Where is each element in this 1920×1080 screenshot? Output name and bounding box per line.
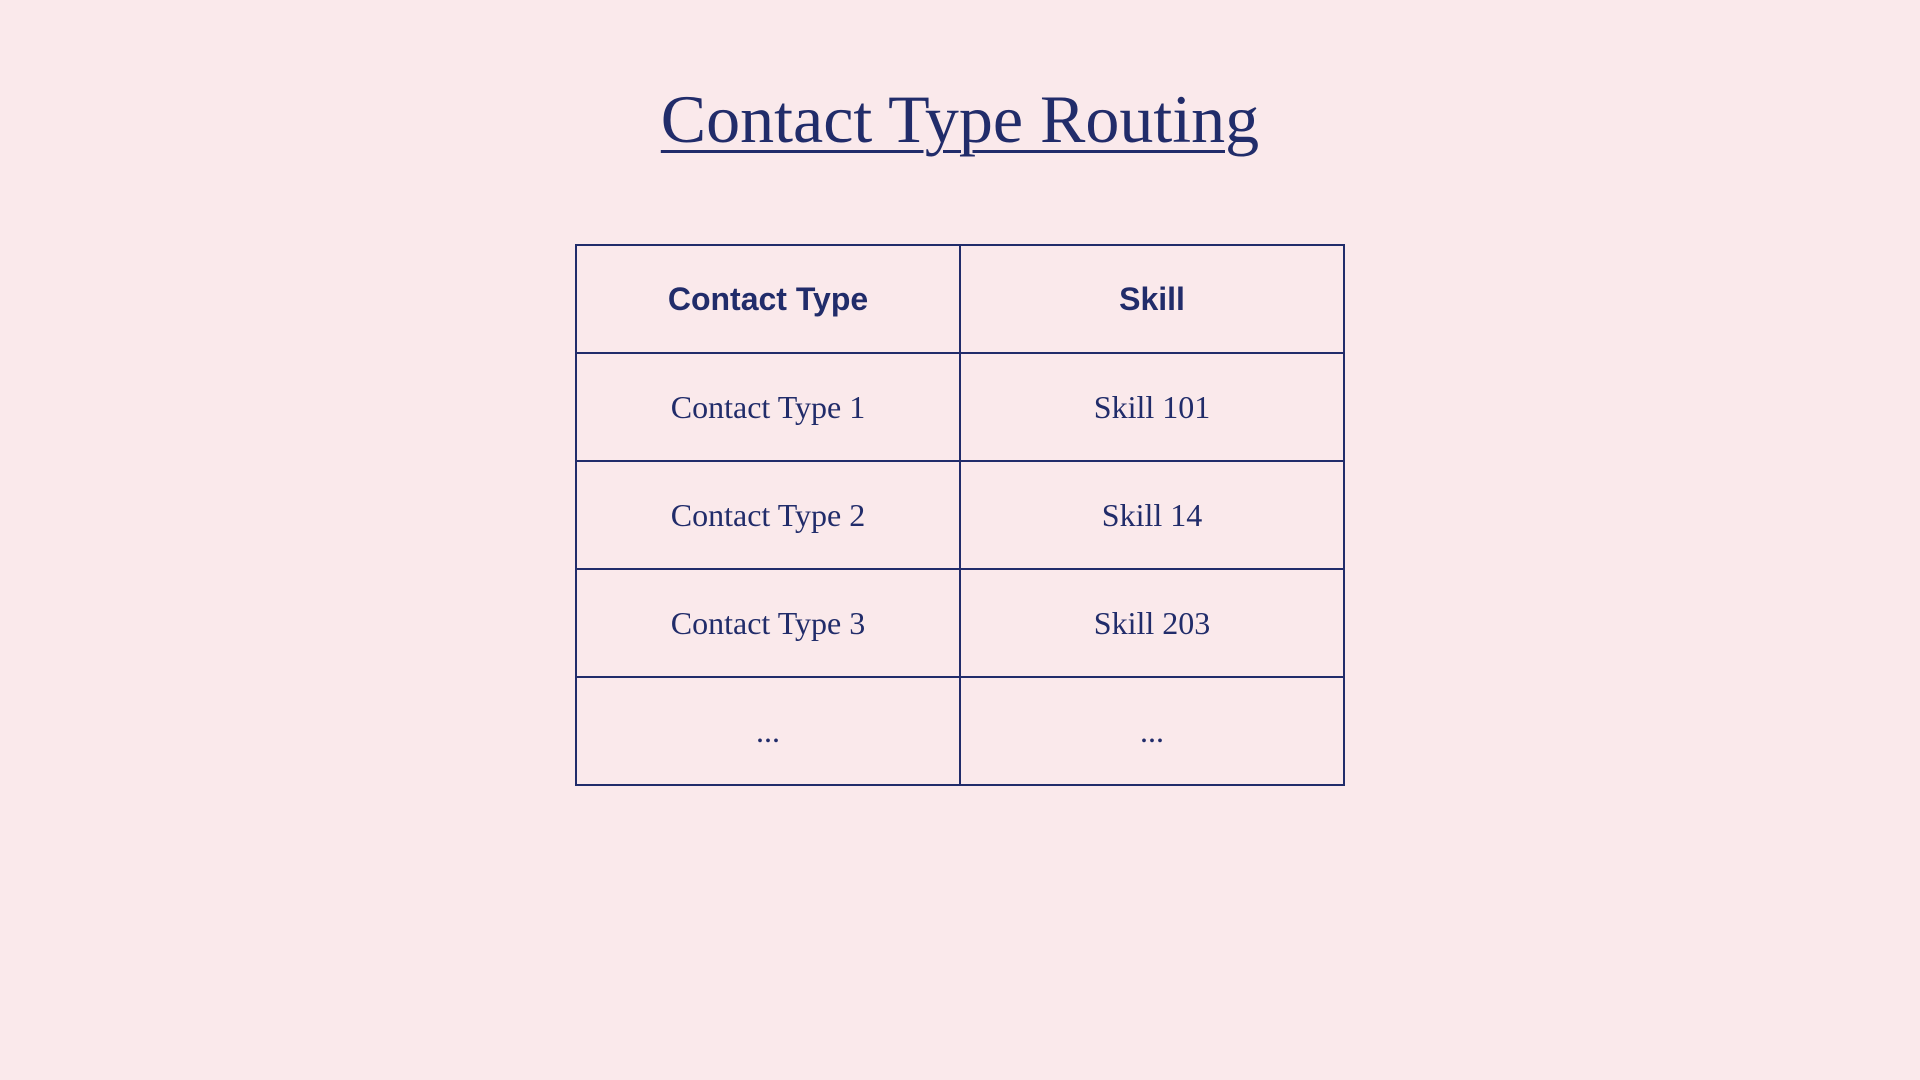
cell-skill: ... xyxy=(960,677,1344,785)
table-header-row: Contact Type Skill xyxy=(576,245,1344,353)
main-container: Contact Type Routing Contact Type Skill … xyxy=(575,80,1345,786)
cell-skill: Skill 203 xyxy=(960,569,1344,677)
column-header-contact-type: Contact Type xyxy=(576,245,960,353)
cell-skill: Skill 14 xyxy=(960,461,1344,569)
cell-contact-type: Contact Type 3 xyxy=(576,569,960,677)
cell-skill: Skill 101 xyxy=(960,353,1344,461)
page-title: Contact Type Routing xyxy=(661,80,1259,159)
table-row: Contact Type 1 Skill 101 xyxy=(576,353,1344,461)
table-row: ... ... xyxy=(576,677,1344,785)
cell-contact-type: Contact Type 1 xyxy=(576,353,960,461)
table-row: Contact Type 3 Skill 203 xyxy=(576,569,1344,677)
cell-contact-type: Contact Type 2 xyxy=(576,461,960,569)
column-header-skill: Skill xyxy=(960,245,1344,353)
cell-contact-type: ... xyxy=(576,677,960,785)
table-row: Contact Type 2 Skill 14 xyxy=(576,461,1344,569)
routing-table: Contact Type Skill Contact Type 1 Skill … xyxy=(575,244,1345,786)
